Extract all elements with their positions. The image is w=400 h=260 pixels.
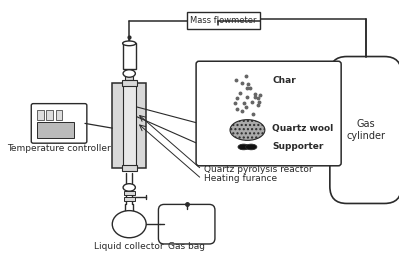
Ellipse shape bbox=[123, 70, 135, 77]
FancyBboxPatch shape bbox=[158, 204, 215, 244]
Bar bbox=[122, 165, 137, 171]
Ellipse shape bbox=[112, 211, 146, 238]
Bar bbox=[37, 122, 74, 138]
Bar bbox=[124, 191, 135, 195]
Text: Gas bag: Gas bag bbox=[168, 242, 205, 251]
Bar bbox=[46, 110, 53, 120]
Ellipse shape bbox=[123, 41, 136, 46]
Text: Liquid collector: Liquid collector bbox=[94, 242, 164, 251]
FancyBboxPatch shape bbox=[330, 56, 400, 204]
Ellipse shape bbox=[238, 144, 249, 150]
Bar bbox=[56, 110, 62, 120]
Bar bbox=[187, 12, 260, 29]
Bar bbox=[123, 83, 136, 168]
Ellipse shape bbox=[246, 144, 257, 150]
Ellipse shape bbox=[230, 120, 265, 140]
Text: Quartz wool: Quartz wool bbox=[272, 124, 334, 133]
FancyBboxPatch shape bbox=[31, 104, 87, 143]
Text: Heating furance: Heating furance bbox=[204, 174, 277, 184]
FancyBboxPatch shape bbox=[196, 61, 341, 166]
Ellipse shape bbox=[123, 184, 135, 191]
Text: Quartz pyrolysis reactor: Quartz pyrolysis reactor bbox=[204, 165, 312, 174]
Bar bbox=[126, 73, 133, 80]
Bar bbox=[123, 43, 136, 69]
Text: Char: Char bbox=[272, 76, 296, 84]
Bar bbox=[124, 197, 135, 201]
Text: Supporter: Supporter bbox=[272, 141, 324, 151]
Text: Temperature controller: Temperature controller bbox=[7, 144, 111, 153]
Bar bbox=[122, 80, 137, 86]
Text: Mass flowmeter: Mass flowmeter bbox=[190, 16, 257, 25]
Bar bbox=[112, 83, 146, 168]
Bar bbox=[37, 110, 44, 120]
Text: Gas
cylinder: Gas cylinder bbox=[346, 119, 385, 141]
